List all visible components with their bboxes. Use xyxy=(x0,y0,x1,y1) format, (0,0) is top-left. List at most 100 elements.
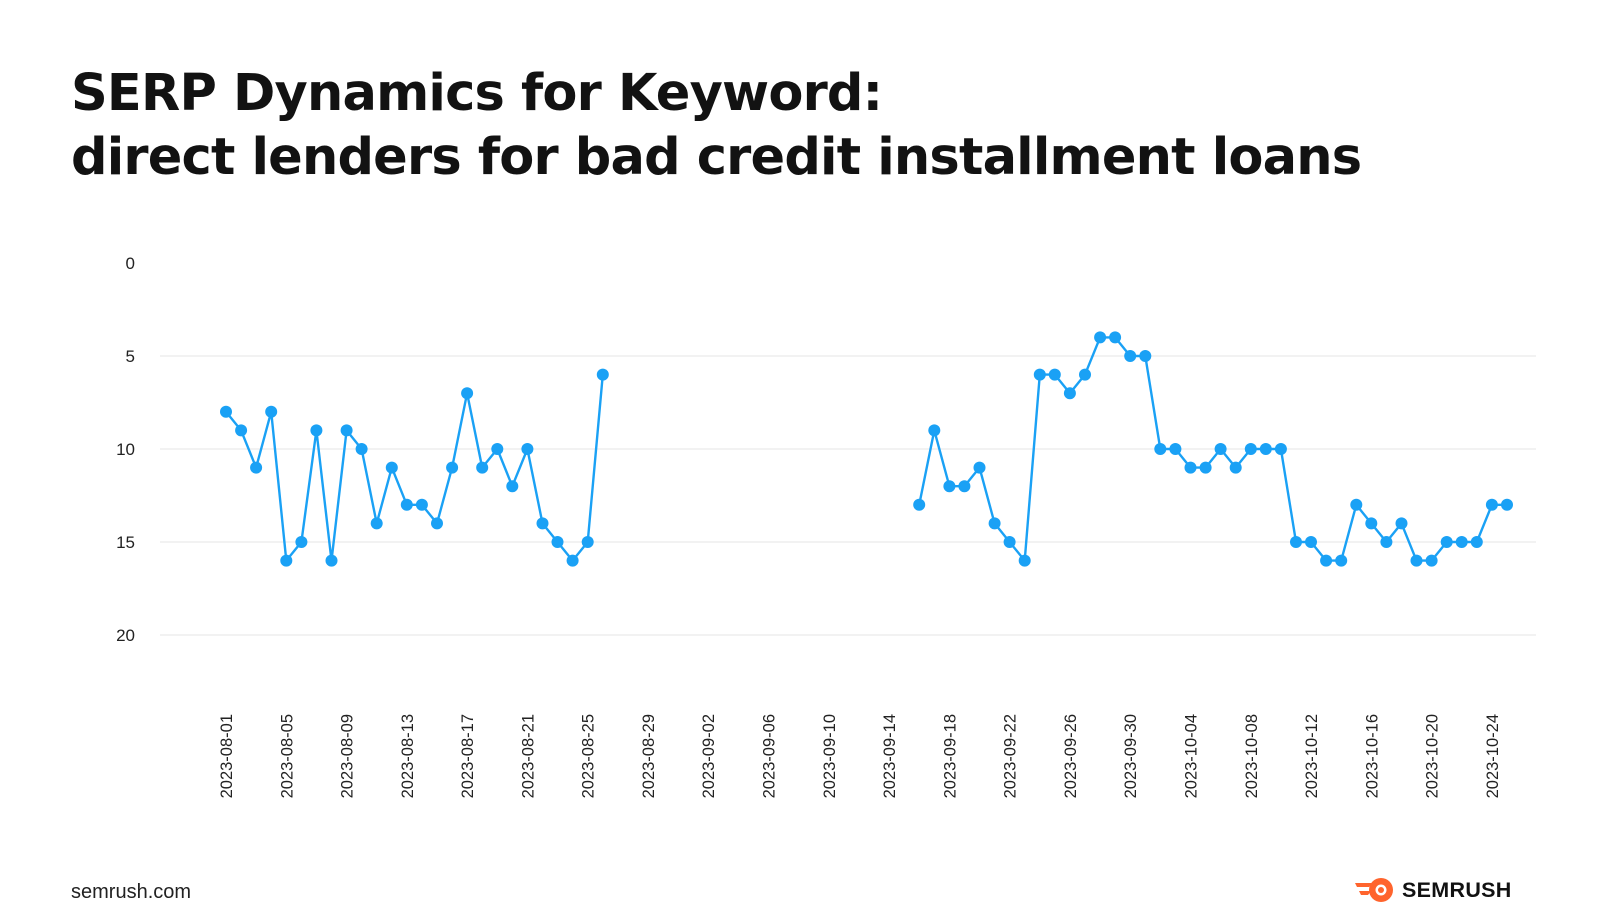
data-point xyxy=(973,461,986,474)
y-tick-label: 0 xyxy=(126,254,135,273)
data-point xyxy=(1410,554,1423,567)
x-tick-label: 2023-10-12 xyxy=(1303,714,1321,798)
data-point xyxy=(1063,387,1076,400)
data-point xyxy=(1365,517,1378,530)
data-point xyxy=(1470,536,1483,548)
data-point xyxy=(491,443,504,455)
y-tick-label: 20 xyxy=(116,626,135,645)
y-axis-ticks: 0 5 10 15 20 xyxy=(116,254,135,645)
data-point xyxy=(370,517,383,530)
series-line xyxy=(225,374,604,562)
data-point xyxy=(235,424,248,437)
x-axis-ticks: 2023-08-01 2023-08-05 2023-08-09 2023-08-13… xyxy=(218,714,1502,798)
chart-title: SERP Dynamics for Keyword: direct lender… xyxy=(71,62,1362,190)
data-point xyxy=(1154,443,1167,455)
data-point xyxy=(1079,368,1091,381)
data-point xyxy=(913,498,926,511)
data-point xyxy=(1274,443,1287,455)
x-tick-label: 2023-10-16 xyxy=(1363,714,1381,798)
x-tick-label: 2023-09-26 xyxy=(1062,714,1080,798)
data-point xyxy=(1184,461,1197,474)
x-tick-label: 2023-10-20 xyxy=(1424,714,1442,798)
x-tick-label: 2023-10-04 xyxy=(1182,714,1200,798)
data-point xyxy=(1455,536,1468,548)
brand-logo: SEMRUSH xyxy=(1353,876,1512,904)
y-tick-label: 10 xyxy=(116,440,135,459)
x-tick-label: 2023-08-25 xyxy=(580,714,598,798)
y-tick-label: 5 xyxy=(126,347,135,366)
data-point xyxy=(280,554,293,567)
chart-title-line-2: direct lenders for bad credit installmen… xyxy=(71,128,1362,187)
data-point xyxy=(476,461,489,474)
data-point xyxy=(1033,368,1046,381)
data-point xyxy=(551,536,564,548)
x-tick-label: 2023-09-22 xyxy=(1002,714,1020,798)
x-tick-label: 2023-08-29 xyxy=(640,714,658,798)
data-point xyxy=(431,517,443,530)
data-point xyxy=(1124,350,1137,362)
data-point xyxy=(310,424,323,437)
site-url: semrush.com xyxy=(71,881,192,903)
data-point xyxy=(1229,461,1242,474)
data-point xyxy=(1109,331,1122,344)
x-tick-label: 2023-10-24 xyxy=(1484,714,1502,798)
data-point xyxy=(581,536,594,548)
data-point xyxy=(928,424,941,437)
data-point xyxy=(1501,498,1513,511)
data-point xyxy=(521,443,534,455)
x-tick-label: 2023-10-08 xyxy=(1243,714,1261,798)
data-point xyxy=(1335,554,1348,567)
data-point xyxy=(1485,498,1498,511)
data-point xyxy=(1380,536,1393,548)
series-line xyxy=(918,336,1507,562)
data-point xyxy=(1320,554,1333,567)
data-point xyxy=(943,480,956,493)
data-point xyxy=(340,424,353,437)
data-point xyxy=(1244,443,1257,455)
data-point xyxy=(265,405,278,418)
data-point xyxy=(1305,536,1317,548)
chart-title-line-1: SERP Dynamics for Keyword: xyxy=(71,64,883,123)
data-point xyxy=(400,498,413,511)
x-tick-label: 2023-09-10 xyxy=(821,714,839,798)
data-point xyxy=(1350,498,1363,511)
x-tick-label: 2023-08-21 xyxy=(519,714,537,798)
data-point xyxy=(1003,536,1016,548)
data-point xyxy=(1440,536,1453,548)
y-tick-label: 15 xyxy=(116,533,135,552)
x-tick-label: 2023-09-06 xyxy=(761,714,779,798)
brand-name: SEMRUSH xyxy=(1402,877,1512,902)
data-point xyxy=(596,368,609,381)
series-points xyxy=(220,331,1513,567)
data-point xyxy=(220,405,232,418)
data-point xyxy=(461,387,474,400)
x-tick-label: 2023-08-13 xyxy=(399,714,417,798)
data-point xyxy=(988,517,1001,530)
data-point xyxy=(446,461,459,474)
data-point xyxy=(1018,554,1031,567)
data-point xyxy=(355,443,368,455)
data-point xyxy=(1169,443,1182,455)
x-tick-label: 2023-09-18 xyxy=(941,714,959,798)
data-point xyxy=(1290,536,1302,548)
data-point xyxy=(536,517,549,530)
data-point xyxy=(325,554,338,567)
data-point xyxy=(1395,517,1408,530)
data-point xyxy=(295,536,308,548)
x-tick-label: 2023-09-02 xyxy=(700,714,718,798)
x-tick-label: 2023-08-09 xyxy=(339,714,357,798)
data-point xyxy=(566,554,579,567)
x-tick-label: 2023-08-05 xyxy=(278,714,296,798)
x-tick-label: 2023-09-30 xyxy=(1122,714,1140,798)
data-point xyxy=(385,461,398,474)
gridlines xyxy=(160,355,1536,636)
data-point xyxy=(1048,368,1061,381)
data-point xyxy=(1214,443,1227,455)
data-point xyxy=(415,498,428,511)
x-tick-label: 2023-09-14 xyxy=(881,714,899,798)
data-point xyxy=(1199,461,1212,474)
data-point xyxy=(1094,331,1107,344)
data-point xyxy=(250,461,263,474)
x-tick-label: 2023-08-17 xyxy=(459,714,477,798)
data-point xyxy=(958,480,971,493)
